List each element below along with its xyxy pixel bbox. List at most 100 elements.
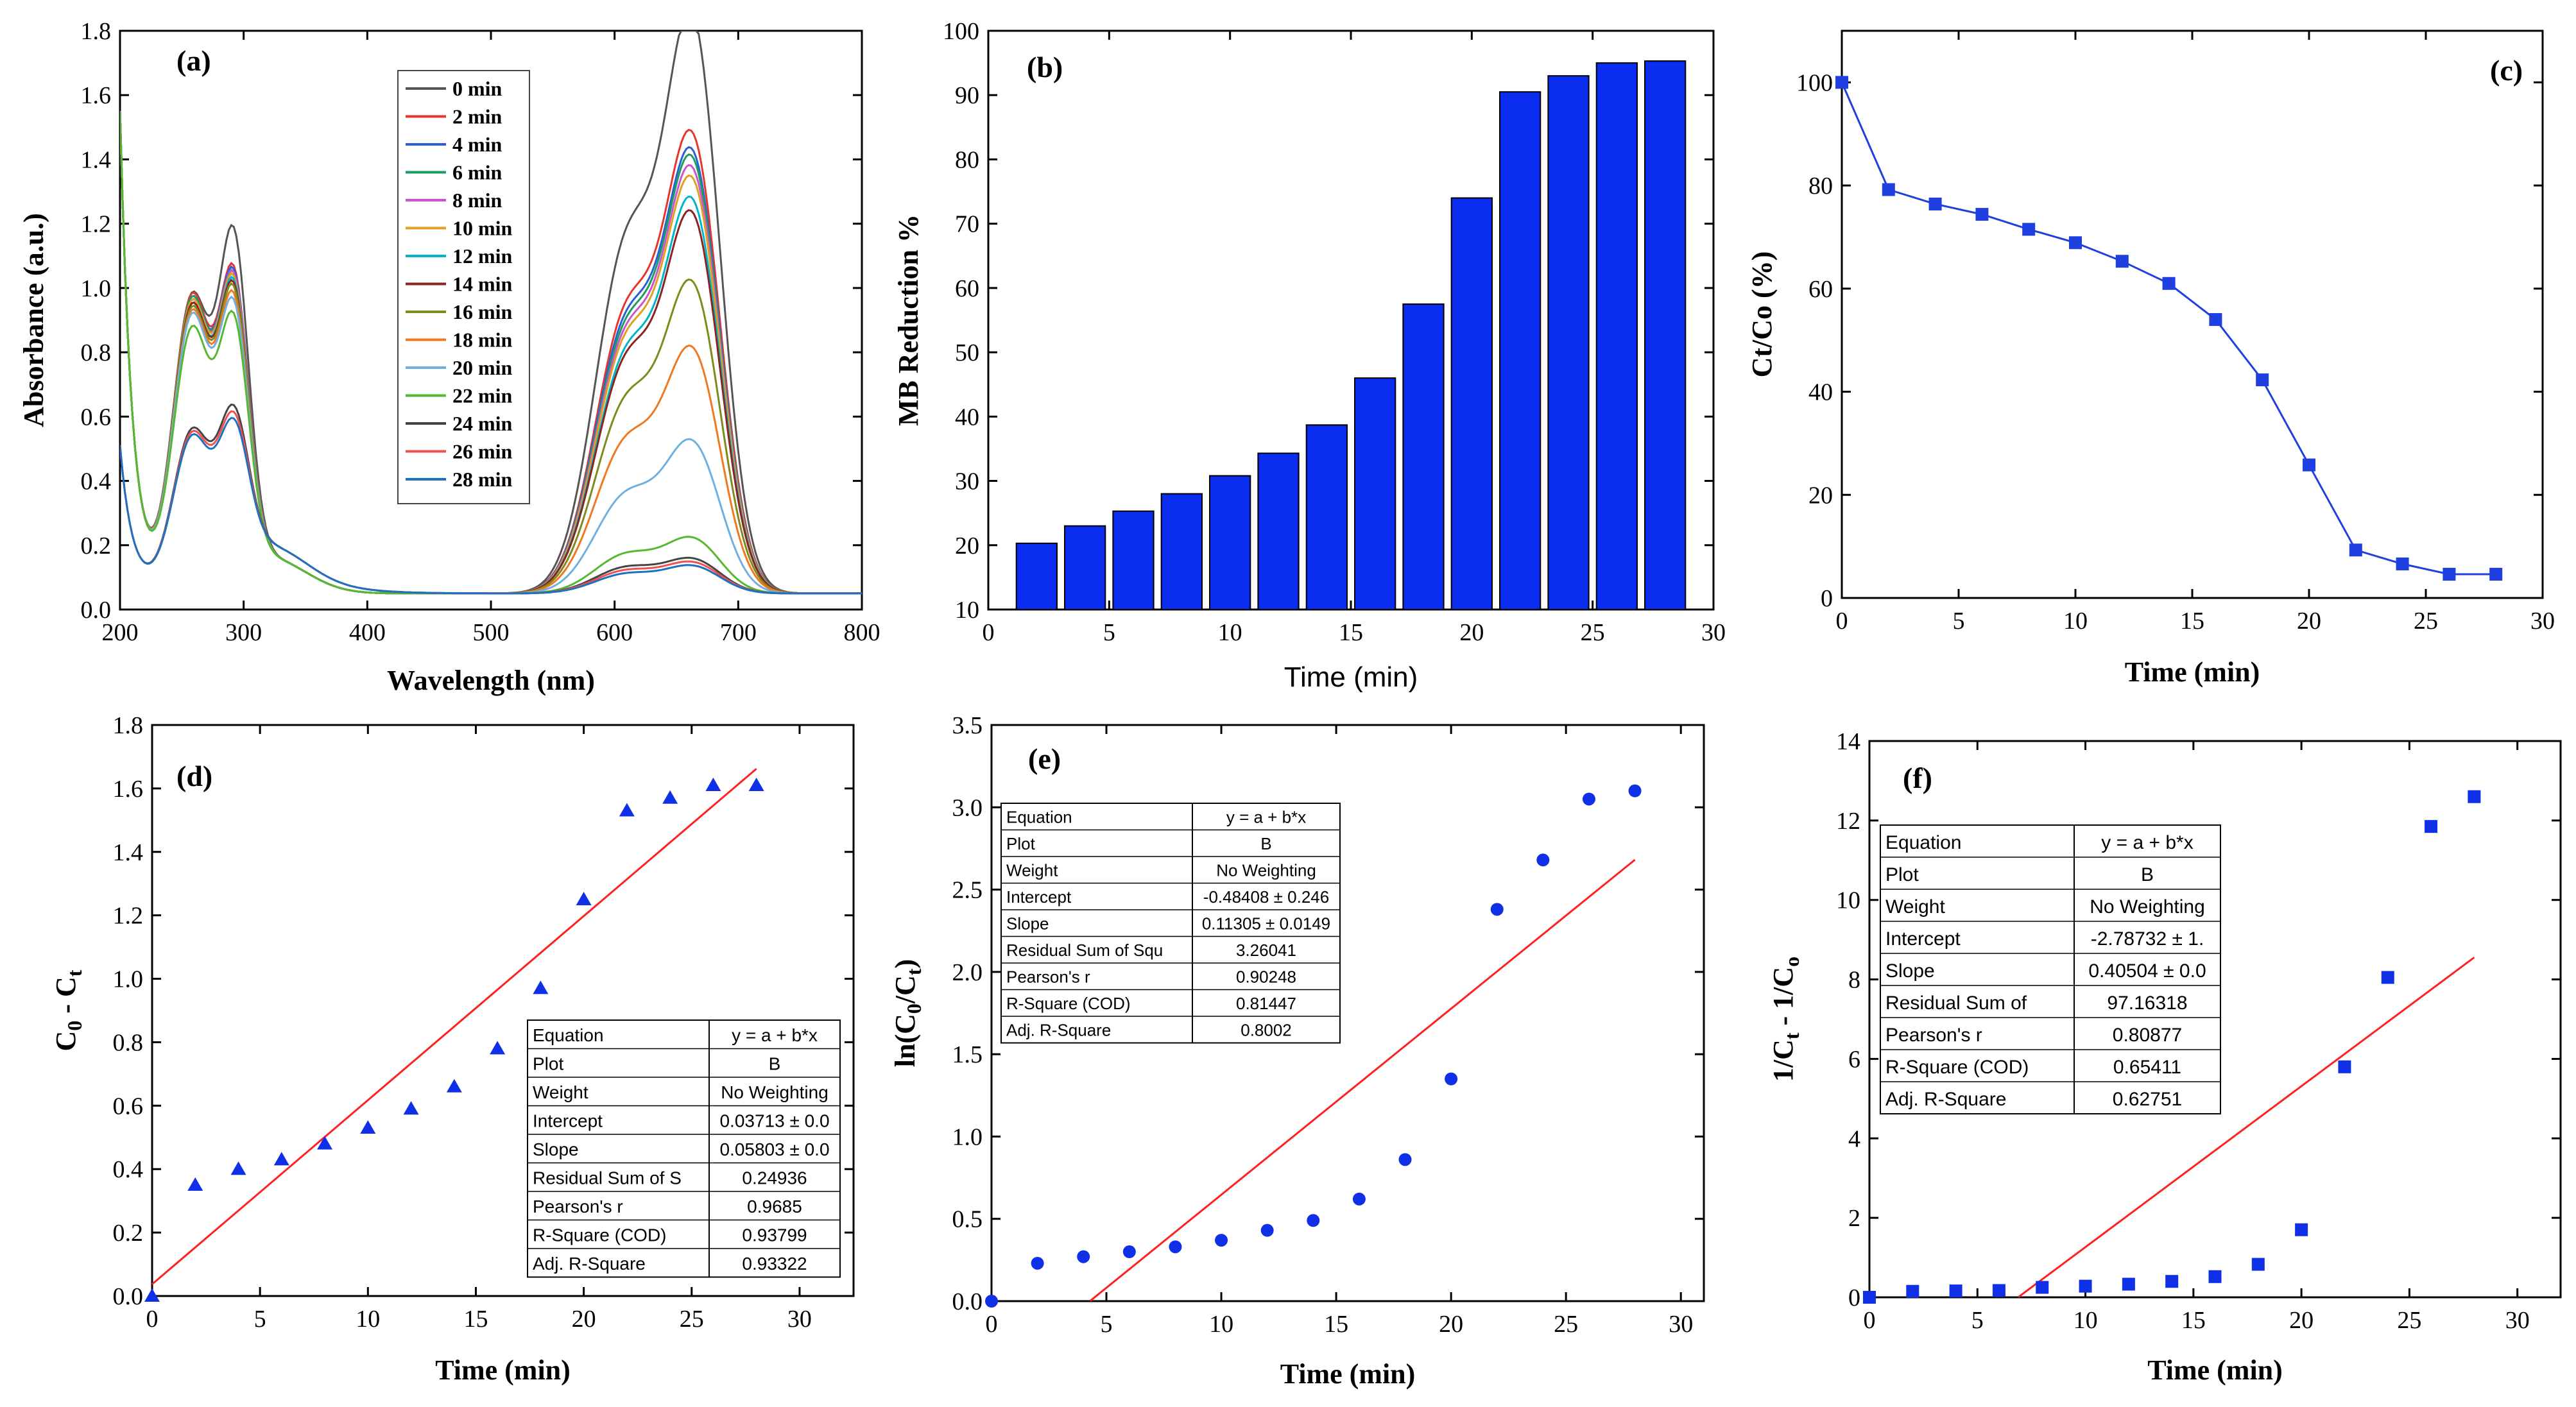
x-tick-label: 10 (1209, 1311, 1233, 1338)
stats-value: 0.80877 (2113, 1025, 2182, 1046)
x-tick-label: 500 (473, 619, 510, 646)
x-tick-label: 5 (1953, 608, 1965, 635)
stats-key: Adj. R-Square (533, 1254, 646, 1274)
stats-key: Equation (533, 1025, 604, 1045)
bar (1402, 303, 1445, 610)
stats-value: y = a + b*x (2101, 832, 2193, 853)
data-point (748, 777, 764, 791)
stats-value: 0.11305 ± 0.0149 (1202, 914, 1330, 934)
legend-label: 28 min (452, 468, 513, 491)
legend-label: 4 min (452, 133, 502, 156)
bar (1015, 542, 1058, 611)
bar (1644, 60, 1687, 611)
x-tick-label: 5 (254, 1306, 266, 1333)
y-tick-label: 30 (955, 468, 979, 495)
data-point (2338, 1060, 2351, 1073)
panel-label: (e) (1028, 742, 1061, 775)
stats-key: Adj. R-Square (1006, 1021, 1111, 1040)
data-point (662, 790, 678, 804)
stats-key: Plot (1885, 864, 1919, 885)
stats-key: Pearson's r (533, 1197, 623, 1216)
x-tick-label: 25 (2414, 608, 2438, 635)
x-axis-title: Time (min) (2125, 656, 2260, 688)
legend-label: 2 min (452, 105, 502, 128)
title-part: 1/C (1767, 1039, 1799, 1082)
x-tick-label: 10 (356, 1306, 380, 1333)
x-tick-label: 5 (1101, 1311, 1113, 1338)
x-tick-label: 25 (1581, 619, 1605, 646)
stats-value: 0.8002 (1241, 1021, 1292, 1040)
x-tick-label: 30 (1701, 619, 1726, 646)
title-part: - 1/C (1767, 967, 1799, 1033)
stats-key: Slope (533, 1139, 579, 1159)
stats-value: 97.16318 (2107, 993, 2187, 1014)
bar (1305, 424, 1348, 611)
y-tick-label: 1.4 (113, 839, 144, 866)
x-tick-label: 0 (983, 619, 995, 646)
y-tick-label: 1.2 (113, 903, 144, 930)
fit-stats-table: Equation y = a + b*x Plot B Weight No Weighti… (527, 1019, 841, 1278)
x-tick-label: 30 (2505, 1307, 2530, 1334)
x-tick-label: 700 (720, 619, 757, 646)
fit-stats-table: Equation y = a + b*x Plot B Weight No Weighti… (1880, 824, 2221, 1114)
data-point (144, 1288, 160, 1302)
data-point (2115, 255, 2129, 268)
y-tick-label: 1.0 (81, 275, 112, 302)
legend-label: 12 min (452, 244, 513, 268)
data-point (1582, 792, 1595, 806)
y-tick-label: 100 (1796, 69, 1833, 96)
stats-value: y = a + b*x (1226, 808, 1306, 827)
y-axis-title: C0 - Ct (50, 969, 86, 1051)
panel-d-axes: 0 5 10 15 20 25 30 0.0 0.2 0.4 0.6 0.8 1.0 1.2 1.4 1.6 1… (113, 712, 855, 1333)
x-tick-label: 400 (349, 619, 386, 646)
data-point (1628, 784, 1642, 797)
panel-e-axes: 0 5 10 15 20 25 30 0.0 0.5 1.0 1.5 2.0 2.5 3.0 3.5 (e) (952, 712, 1705, 1338)
panel-label: (c) (2490, 54, 2523, 87)
data-point (2022, 223, 2036, 236)
data-point (2036, 1281, 2049, 1294)
x-tick-label: 30 (787, 1306, 812, 1333)
x-tick-label: 5 (1103, 619, 1115, 646)
data-point (2165, 1275, 2179, 1288)
legend-label: 26 min (452, 440, 513, 463)
panel-a-axes: 200 300 400 500 600 700 800 0.0 0.2 0.4 0.6 0.8 1.0 1… (81, 18, 880, 646)
data-point (1863, 1291, 1876, 1304)
y-tick-label: 0.0 (952, 1288, 983, 1315)
subscript: o (1780, 957, 1803, 967)
y-tick-label: 3.5 (952, 712, 983, 739)
title-part: - C (50, 976, 82, 1020)
data-point (1169, 1240, 1182, 1254)
x-tick-label: 20 (2289, 1307, 2314, 1334)
x-tick-label: 0 (146, 1306, 159, 1333)
stats-key: Plot (533, 1053, 563, 1073)
stats-key: Slope (1885, 960, 1935, 982)
y-tick-label: 2.5 (952, 877, 983, 904)
subscript: t (63, 969, 86, 976)
data-point (1031, 1256, 1044, 1270)
y-tick-label: 0.0 (81, 597, 112, 624)
stats-key: Residual Sum of S (533, 1168, 682, 1188)
y-tick-label: 4 (1848, 1125, 1860, 1152)
data-point (705, 777, 721, 791)
y-tick-label: 0.0 (113, 1283, 144, 1310)
data-point (1077, 1250, 1090, 1263)
y-axis-title: MB Reduction % (893, 214, 924, 426)
legend-label: 22 min (452, 384, 513, 407)
stats-value: B (769, 1053, 781, 1073)
y-axis-title: 1/Ct - 1/Co (1767, 957, 1803, 1082)
x-axis-title: Time (min) (435, 1354, 571, 1386)
data-point (1445, 1072, 1458, 1086)
y-tick-label: 50 (955, 339, 979, 366)
data-point (2349, 543, 2362, 557)
x-axis-title: Wavelength (nm) (387, 665, 595, 696)
stats-table-frame (1000, 803, 1341, 1044)
legend-label: 24 min (452, 412, 513, 435)
stats-key: Intercept (1006, 887, 1072, 907)
bar (1450, 197, 1493, 611)
stats-key: Intercept (1885, 928, 1961, 950)
x-tick-label: 30 (2530, 608, 2555, 635)
y-tick-label: 1.8 (81, 18, 112, 45)
y-tick-label: 2 (1848, 1205, 1860, 1232)
x-tick-label: 15 (2180, 608, 2204, 635)
